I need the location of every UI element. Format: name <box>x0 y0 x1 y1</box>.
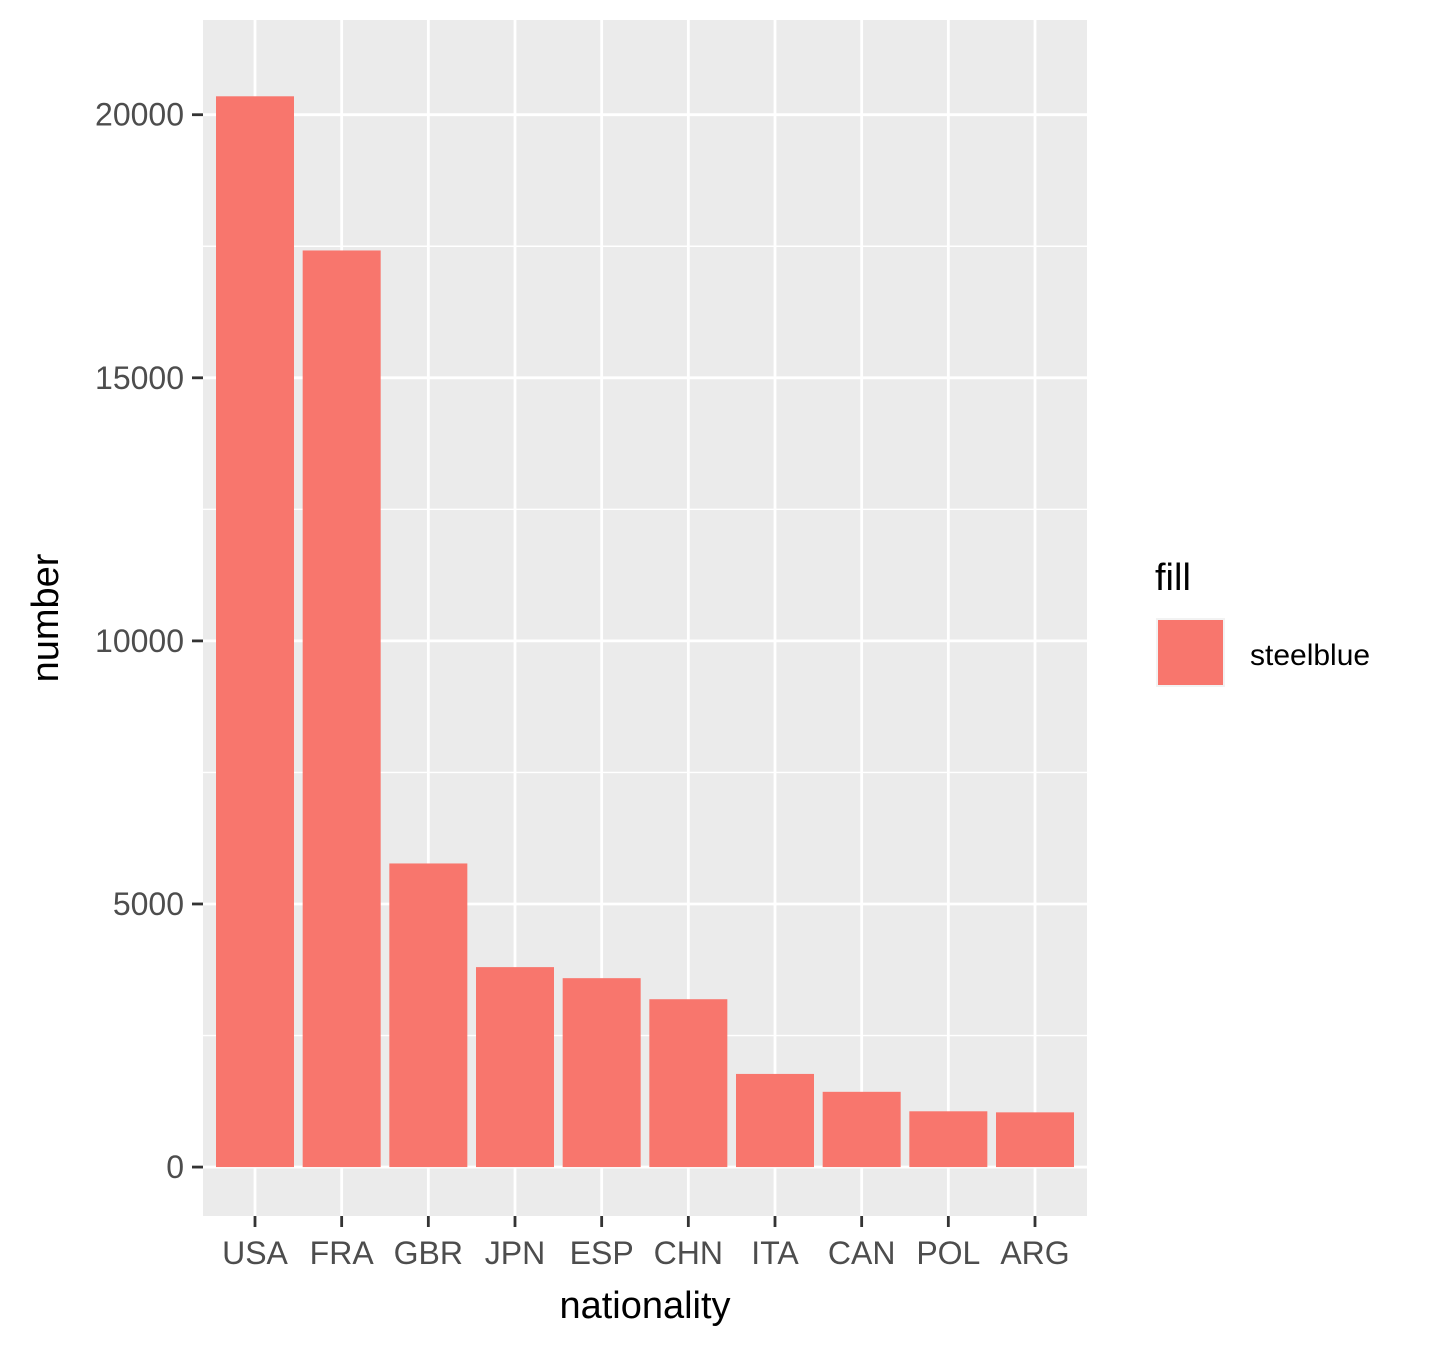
bar-chn <box>649 999 728 1168</box>
bars-group <box>216 96 1074 1168</box>
x-tick-label: FRA <box>310 1235 375 1271</box>
bar-usa <box>216 96 294 1168</box>
y-tick-label: 0 <box>166 1149 184 1185</box>
y-tick-label: 10000 <box>95 623 184 659</box>
bar-ita <box>736 1073 814 1168</box>
x-tick-label: ITA <box>751 1235 799 1271</box>
legend: fill steelblue <box>1155 557 1370 687</box>
bar-jpn <box>476 967 554 1168</box>
bar-gbr <box>389 863 468 1168</box>
bar-fra <box>302 250 381 1168</box>
bar-esp <box>562 978 641 1168</box>
legend-key-steelblue <box>1156 618 1225 687</box>
x-tick-label: CHN <box>654 1235 723 1271</box>
bar-pol <box>909 1111 988 1168</box>
legend-title: fill <box>1155 557 1191 599</box>
y-axis-title: number <box>25 553 67 682</box>
bar-arg <box>996 1112 1074 1168</box>
x-tick-label: JPN <box>485 1235 545 1271</box>
y-tick-label: 5000 <box>113 886 184 922</box>
legend-label-steelblue: steelblue <box>1250 639 1370 672</box>
x-axis: USA FRA GBR JPN ESP CHN ITA CAN POL ARG <box>222 1216 1070 1271</box>
x-tick-label: POL <box>916 1235 980 1271</box>
y-tick-label: 20000 <box>95 97 184 133</box>
x-tick-label: ESP <box>570 1235 634 1271</box>
x-tick-label: USA <box>222 1235 288 1271</box>
y-axis: 0 5000 10000 15000 20000 <box>95 97 203 1185</box>
x-tick-label: GBR <box>394 1235 463 1271</box>
y-tick-label: 15000 <box>95 360 184 396</box>
x-axis-title: nationality <box>559 1285 730 1327</box>
x-tick-label: ARG <box>1000 1235 1069 1271</box>
bar-can <box>822 1091 901 1168</box>
x-tick-label: CAN <box>828 1235 896 1271</box>
